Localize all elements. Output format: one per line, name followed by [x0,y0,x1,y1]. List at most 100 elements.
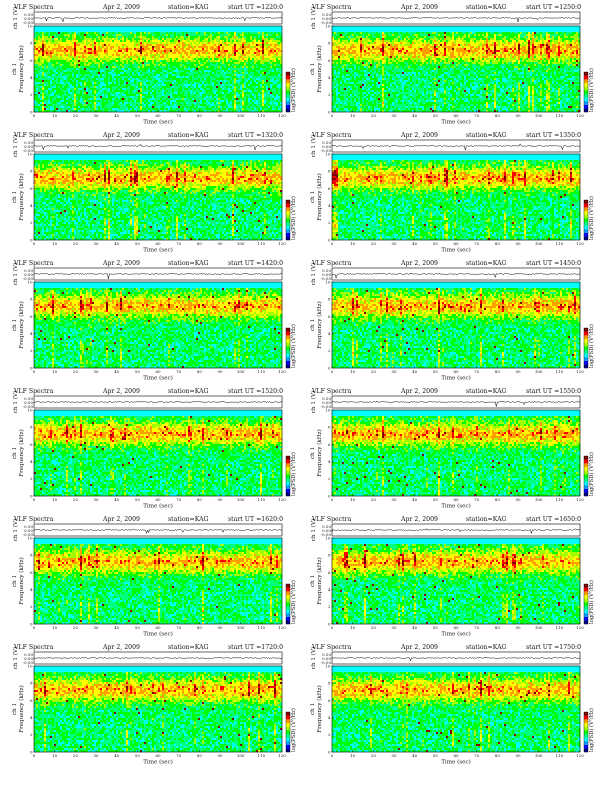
y-tick-label: 8 [30,169,33,174]
y-axis-label-channel: ch 1 [310,319,316,331]
colorbar-segment [584,620,588,624]
y-axis-label-frequency: Frequency (kHz) [18,45,25,93]
x-axis-label: Time (sec) [441,375,471,382]
x-tick-label: 50 [135,753,141,758]
x-tick-label: 120 [278,369,286,374]
spectrogram-cells [332,410,580,496]
colorbar-segment [286,737,290,741]
colorbar-segment [286,200,290,204]
y-tick-label: 4 [30,75,33,80]
x-tick-label: 20 [73,753,79,758]
x-tick-label: 120 [576,113,584,118]
x-tick-label: 30 [93,113,99,118]
y-tick-label: 10 [325,279,331,284]
colorbar-segment [286,602,290,606]
spectrogram-cells [332,154,580,240]
colorbar-segment [584,719,588,723]
x-tick-label: 70 [474,241,480,246]
x-tick-label: 50 [135,625,141,630]
colorbar-segment [584,471,588,475]
y-tick-label: 8 [328,297,331,302]
chart-station: station=KAG [168,388,209,395]
y-tick-label: 6 [30,698,33,703]
x-tick-label: 110 [556,753,564,758]
x-tick-label: 40 [114,241,120,246]
x-tick-label: 20 [73,113,79,118]
spectrogram-cells [34,26,282,112]
x-tick-label: 0 [331,497,334,502]
x-tick-label: 70 [474,753,480,758]
y-tick-label: 6 [328,314,331,319]
y-tick-label: 10 [27,535,33,540]
colorbar-segment [286,350,290,354]
y-axis-label-frequency: Frequency (kHz) [316,429,323,477]
x-tick-label: 50 [433,497,439,502]
colorbar-segment [286,79,290,83]
x-tick-label: 40 [412,625,418,630]
spectrogram-panel: VLF Spectra Apr 2, 2009 station=KAG start U… [8,386,298,512]
chart-station: station=KAG [466,388,507,395]
chart-date: Apr 2, 2009 [102,260,140,267]
y-tick-label: 2 [30,476,33,481]
chart-header: VLF Spectra [311,644,352,651]
chart-start-ut: start UT =1720:0 [228,644,283,651]
x-tick-label: 10 [350,625,356,630]
x-tick-label: 0 [33,625,36,630]
x-tick-label: 110 [258,497,266,502]
chart-header: VLF Spectra [13,260,54,267]
chart-start-ut: start UT =1320:0 [228,132,283,139]
colorbar-segment [286,215,290,219]
x-tick-label: 120 [576,241,584,246]
chart-start-ut: start UT =1250:0 [526,4,581,11]
y-tick-label: 2 [328,92,331,97]
spectrogram-svg: VLF Spectra Apr 2, 2009 station=KAG start U… [8,386,298,512]
colorbar-segment [584,339,588,343]
colorbar-label: log(PSD) (V²/Hz) [588,708,595,752]
spectrogram-svg: VLF Spectra Apr 2, 2009 station=KAG start U… [8,258,298,384]
x-tick-label: 20 [73,241,79,246]
y-axis-label-channel: ch 1 [12,191,18,203]
y-tick-label: 6 [328,186,331,191]
y-axis-label-frequency: Frequency (kHz) [316,685,323,733]
x-tick-label: 110 [258,625,266,630]
colorbar-segment [584,204,588,208]
x-tick-label: 60 [155,625,161,630]
colorbar-segment [584,460,588,464]
y-tick-label: 4 [30,715,33,720]
chart-start-ut: start UT =1220:0 [228,4,283,11]
x-tick-label: 50 [135,369,141,374]
chart-start-ut: start UT =1350:0 [526,132,581,139]
y-tick-label: 6 [328,442,331,447]
y-tick-label: 2 [30,604,33,609]
spectrogram-svg: VLF Spectra Apr 2, 2009 station=KAG start U… [306,386,596,512]
y-tick-label: 8 [328,553,331,558]
x-tick-label: 40 [114,369,120,374]
waveform-frame [332,140,580,152]
x-tick-label: 60 [453,625,459,630]
colorbar-segment [286,478,290,482]
colorbar-segment [584,591,588,595]
x-tick-label: 70 [176,497,182,502]
colorbar-segment [584,734,588,738]
chart-date: Apr 2, 2009 [400,388,438,395]
spectrogram-panel: VLF Spectra Apr 2, 2009 station=KAG start U… [8,130,298,256]
colorbar-segment [584,730,588,734]
spectrogram-svg: VLF Spectra Apr 2, 2009 station=KAG start U… [8,514,298,640]
y-tick-label: 2 [30,220,33,225]
x-tick-label: 120 [576,497,584,502]
colorbar-segment [584,90,588,94]
waveform-ylabel: ch 1 (V) [310,7,317,29]
colorbar-segment [286,211,290,215]
y-tick-label: 8 [30,681,33,686]
spectrogram-svg: VLF Spectra Apr 2, 2009 station=KAG start U… [306,642,596,768]
colorbar-segment [286,485,290,489]
x-tick-label: 0 [33,497,36,502]
x-tick-label: 0 [331,241,334,246]
chart-start-ut: start UT =1550:0 [526,388,581,395]
x-tick-label: 30 [391,369,397,374]
y-axis-label-channel: ch 1 [12,63,18,75]
chart-header: VLF Spectra [311,388,352,395]
colorbar-segment [286,229,290,233]
chart-date: Apr 2, 2009 [400,132,438,139]
y-tick-label: 2 [328,476,331,481]
